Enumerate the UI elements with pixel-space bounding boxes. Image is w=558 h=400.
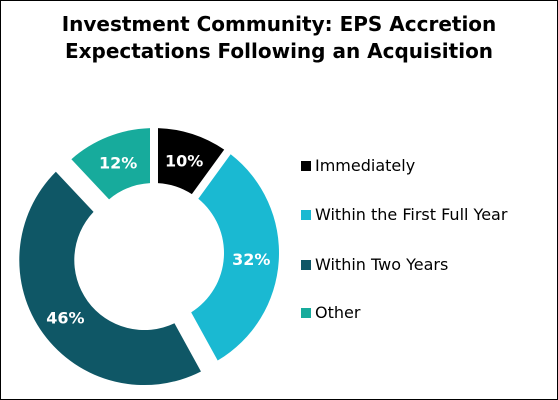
legend-label-immediately: Immediately bbox=[315, 156, 416, 175]
data-label-first-full-year: 32% bbox=[232, 250, 270, 269]
legend-swatch-other bbox=[301, 307, 311, 318]
legend-label-two-years: Within Two Years bbox=[315, 255, 449, 274]
legend-item-other: Other bbox=[301, 301, 360, 325]
chart-title-line-2: Expectations Following an Acquisition bbox=[64, 39, 494, 63]
legend-swatch-first-full-year bbox=[301, 209, 311, 220]
legend-item-immediately: Immediately bbox=[301, 154, 415, 178]
data-label-immediately: 10% bbox=[165, 151, 203, 170]
slice-two-years bbox=[19, 171, 201, 386]
data-label-two-years: 46% bbox=[46, 308, 84, 327]
data-label-other: 12% bbox=[99, 153, 137, 172]
legend-swatch-immediately bbox=[301, 160, 311, 171]
legend-item-two-years: Within Two Years bbox=[301, 253, 448, 277]
legend-swatch-two-years bbox=[301, 259, 311, 270]
slice-first-full-year bbox=[191, 154, 280, 361]
chart-title: Investment Community: EPS Accretion Expe… bbox=[1, 11, 557, 65]
legend-item-first-full-year: Within the First Full Year bbox=[301, 203, 507, 227]
slice-immediately bbox=[157, 128, 225, 195]
slice-other bbox=[71, 128, 151, 200]
chart-title-line-1: Investment Community: EPS Accretion bbox=[61, 12, 497, 36]
legend-label-first-full-year: Within the First Full Year bbox=[315, 205, 508, 224]
legend-label-other: Other bbox=[315, 303, 361, 322]
